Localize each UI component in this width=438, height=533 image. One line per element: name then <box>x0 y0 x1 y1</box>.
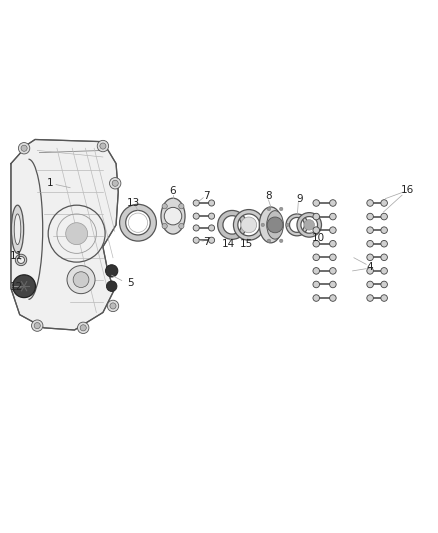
Circle shape <box>208 213 215 219</box>
Circle shape <box>267 239 271 243</box>
Circle shape <box>313 200 320 206</box>
Circle shape <box>66 223 88 245</box>
Circle shape <box>67 265 95 294</box>
Circle shape <box>329 268 336 274</box>
Circle shape <box>162 204 167 209</box>
Polygon shape <box>11 140 118 330</box>
Circle shape <box>32 320 43 332</box>
Circle shape <box>313 213 320 220</box>
Circle shape <box>304 220 314 230</box>
Circle shape <box>208 200 215 206</box>
Circle shape <box>381 227 387 233</box>
Circle shape <box>313 281 320 288</box>
Circle shape <box>179 204 184 209</box>
Circle shape <box>261 223 265 227</box>
Text: 11: 11 <box>10 251 23 261</box>
Circle shape <box>329 200 336 206</box>
Circle shape <box>208 225 215 231</box>
Circle shape <box>179 223 184 229</box>
Circle shape <box>18 142 30 154</box>
Circle shape <box>329 240 336 247</box>
Ellipse shape <box>161 198 185 234</box>
Text: 6: 6 <box>170 186 177 196</box>
Circle shape <box>100 143 106 149</box>
Ellipse shape <box>259 207 282 243</box>
Circle shape <box>367 254 373 261</box>
Circle shape <box>208 237 215 243</box>
Text: 15: 15 <box>240 239 253 249</box>
Circle shape <box>313 240 320 247</box>
Text: 7: 7 <box>203 237 210 247</box>
Circle shape <box>193 200 199 206</box>
Circle shape <box>381 240 387 247</box>
Circle shape <box>78 322 89 334</box>
Text: 9: 9 <box>297 195 304 205</box>
Circle shape <box>367 213 373 220</box>
Circle shape <box>13 275 35 297</box>
Circle shape <box>367 240 373 247</box>
Circle shape <box>80 325 86 331</box>
Circle shape <box>112 180 118 187</box>
Circle shape <box>34 322 40 329</box>
Circle shape <box>313 295 320 301</box>
Circle shape <box>279 239 283 243</box>
Text: 7: 7 <box>203 191 210 201</box>
Circle shape <box>313 227 320 233</box>
Text: 5: 5 <box>127 278 134 288</box>
Circle shape <box>367 281 373 288</box>
Circle shape <box>21 145 27 151</box>
Text: 10: 10 <box>311 233 325 243</box>
Text: 1: 1 <box>47 178 54 188</box>
Circle shape <box>193 213 199 219</box>
Circle shape <box>329 213 336 220</box>
Circle shape <box>267 207 271 211</box>
Text: 14: 14 <box>222 239 235 249</box>
Circle shape <box>367 295 373 301</box>
Circle shape <box>162 223 167 229</box>
Circle shape <box>241 217 257 233</box>
Circle shape <box>164 207 182 225</box>
Circle shape <box>106 265 118 277</box>
Text: 4: 4 <box>367 262 374 271</box>
Circle shape <box>329 227 336 233</box>
Circle shape <box>97 140 109 152</box>
Circle shape <box>110 177 121 189</box>
Circle shape <box>267 217 283 233</box>
Circle shape <box>381 213 387 220</box>
Circle shape <box>286 223 289 227</box>
Text: 8: 8 <box>265 191 272 201</box>
Circle shape <box>381 200 387 206</box>
Circle shape <box>367 268 373 274</box>
Circle shape <box>279 207 283 211</box>
Circle shape <box>381 281 387 288</box>
Circle shape <box>381 295 387 301</box>
Circle shape <box>106 281 117 292</box>
Ellipse shape <box>11 205 24 253</box>
Circle shape <box>381 268 387 274</box>
Circle shape <box>329 281 336 288</box>
Circle shape <box>367 227 373 233</box>
Circle shape <box>381 254 387 261</box>
Ellipse shape <box>267 211 283 239</box>
Text: 12: 12 <box>10 282 23 292</box>
Circle shape <box>367 200 373 206</box>
Text: 16: 16 <box>401 185 414 195</box>
Circle shape <box>313 254 320 261</box>
Text: 13: 13 <box>127 198 140 208</box>
Circle shape <box>110 303 116 309</box>
Circle shape <box>329 254 336 261</box>
Circle shape <box>107 300 119 312</box>
Circle shape <box>313 268 320 274</box>
Circle shape <box>193 237 199 243</box>
Circle shape <box>193 225 199 231</box>
Ellipse shape <box>14 214 21 245</box>
Circle shape <box>73 272 89 287</box>
Circle shape <box>329 295 336 301</box>
